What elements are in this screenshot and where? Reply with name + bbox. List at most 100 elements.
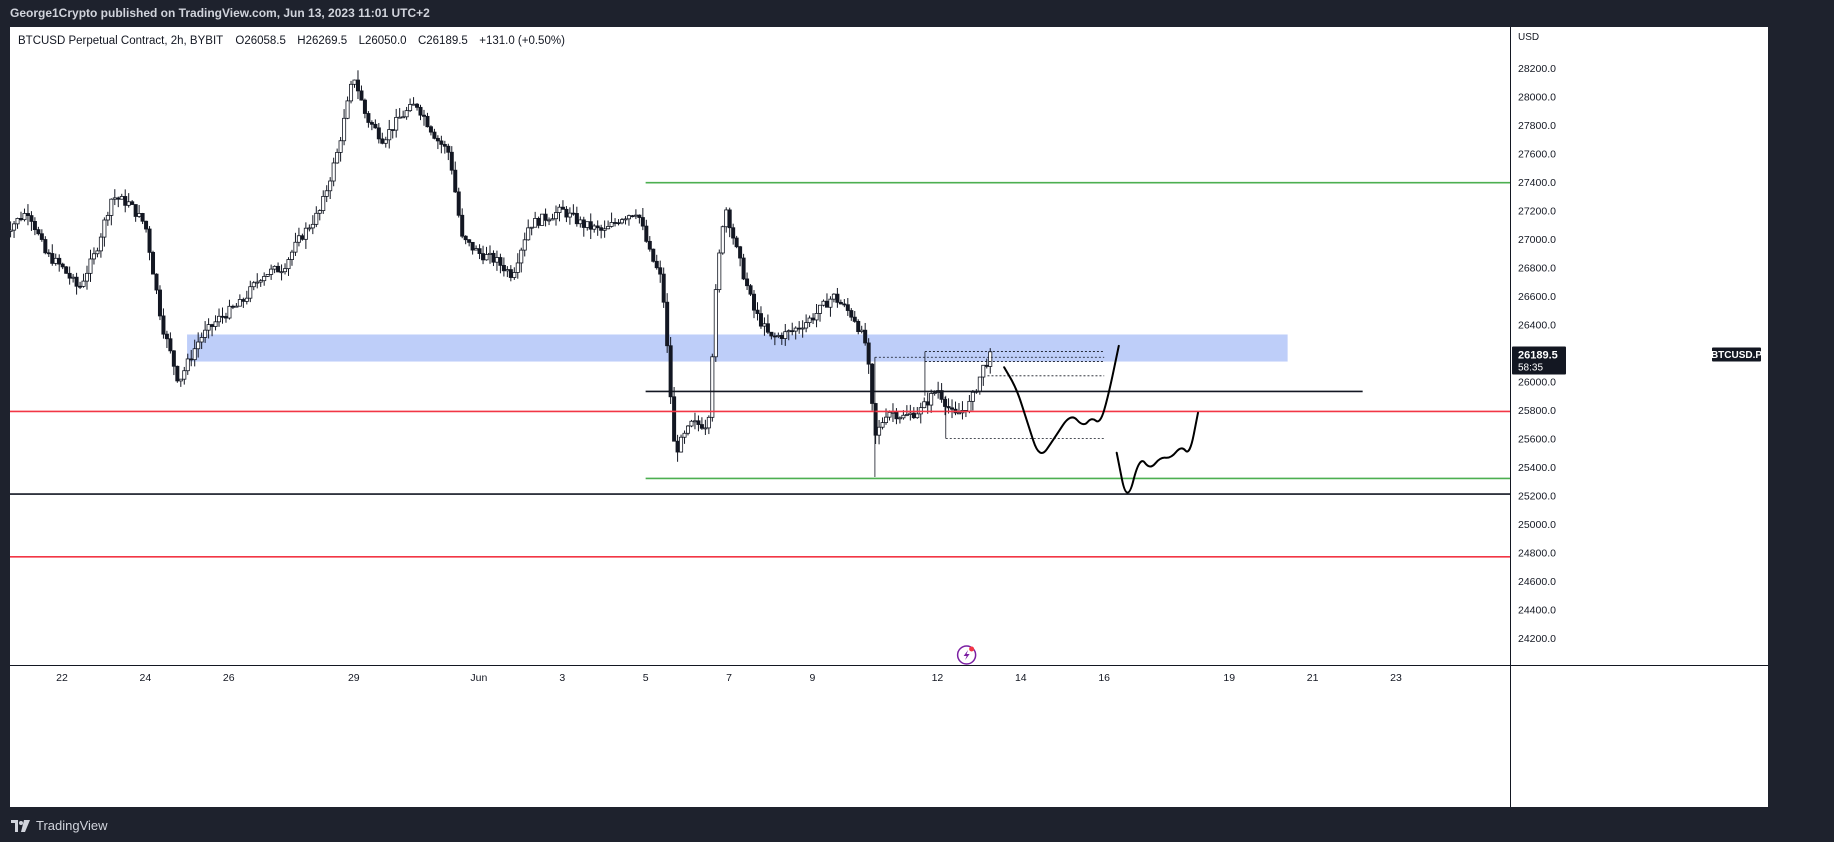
candle[interactable] (116, 196, 121, 208)
candle[interactable] (276, 262, 281, 273)
candle[interactable] (324, 185, 329, 203)
last-price-tag[interactable]: 26189.558:35 (1512, 346, 1566, 375)
candle[interactable] (112, 189, 117, 206)
candle[interactable] (745, 272, 750, 290)
candle[interactable] (133, 204, 138, 222)
candle[interactable] (790, 322, 795, 336)
candle[interactable] (355, 70, 360, 100)
candle[interactable] (592, 223, 597, 233)
candle[interactable] (758, 306, 763, 329)
candle[interactable] (567, 207, 572, 225)
candle[interactable] (123, 189, 128, 213)
candle[interactable] (585, 221, 590, 231)
candle[interactable] (178, 378, 183, 387)
candle[interactable] (467, 239, 472, 247)
candle[interactable] (647, 236, 652, 252)
candle[interactable] (258, 279, 263, 287)
candle[interactable] (877, 420, 882, 445)
candle[interactable] (602, 220, 607, 238)
candle[interactable] (373, 119, 378, 129)
candle[interactable] (953, 401, 958, 416)
candle[interactable] (272, 265, 277, 274)
candle[interactable] (390, 129, 395, 139)
candle[interactable] (43, 236, 48, 255)
candle[interactable] (265, 274, 270, 278)
candle[interactable] (293, 232, 298, 256)
candle[interactable] (130, 200, 135, 205)
candle[interactable] (25, 204, 30, 226)
candle[interactable] (338, 136, 343, 162)
candle[interactable] (553, 205, 558, 226)
candle[interactable] (679, 434, 684, 453)
candle[interactable] (651, 248, 656, 263)
candle[interactable] (793, 326, 798, 340)
candle[interactable] (765, 314, 770, 335)
candle[interactable] (105, 211, 110, 226)
candle[interactable] (613, 218, 618, 227)
candle[interactable] (95, 247, 100, 258)
candle[interactable] (939, 383, 944, 403)
candle[interactable] (897, 416, 902, 424)
candle[interactable] (474, 245, 479, 251)
candle[interactable] (137, 205, 142, 218)
candle[interactable] (769, 331, 774, 340)
candle[interactable] (915, 407, 920, 419)
candle[interactable] (453, 161, 458, 193)
candle[interactable] (383, 136, 388, 148)
footer-brand[interactable]: TradingView (36, 818, 108, 833)
candle[interactable] (692, 412, 697, 430)
candle[interactable] (262, 272, 267, 286)
candle[interactable] (321, 190, 326, 214)
candle[interactable] (227, 299, 232, 320)
candle[interactable] (196, 332, 201, 358)
candle[interactable] (626, 214, 631, 226)
candle[interactable] (199, 332, 204, 350)
candle[interactable] (644, 219, 649, 243)
ticker-tag[interactable]: BTCUSD.P (1711, 347, 1762, 362)
candle[interactable] (171, 350, 176, 376)
candle[interactable] (824, 293, 829, 308)
candle[interactable] (950, 399, 955, 419)
candle[interactable] (731, 223, 736, 245)
candle[interactable] (126, 193, 131, 208)
candle[interactable] (925, 392, 930, 414)
projection-path-2[interactable] (1115, 411, 1199, 494)
chart-area[interactable]: USD 24200.0 24400.0 24600.0 24800.0 25000.0 2… (10, 27, 1768, 807)
candle[interactable] (317, 209, 322, 221)
candle[interactable] (831, 293, 836, 303)
candle[interactable] (248, 280, 253, 303)
candle[interactable] (762, 317, 767, 336)
candle[interactable] (828, 296, 833, 317)
candle[interactable] (439, 135, 444, 154)
candle[interactable] (289, 249, 294, 266)
candle[interactable] (689, 419, 694, 428)
candle[interactable] (543, 208, 548, 227)
candle[interactable] (53, 253, 58, 266)
candle[interactable] (81, 273, 86, 288)
candle[interactable] (943, 396, 948, 416)
candle[interactable] (536, 216, 541, 229)
candle[interactable] (349, 80, 354, 104)
candle[interactable] (866, 338, 871, 374)
candle[interactable] (109, 198, 114, 226)
candle[interactable] (60, 262, 65, 270)
candle[interactable] (533, 211, 538, 228)
candle[interactable] (401, 110, 406, 119)
candle[interactable] (873, 402, 878, 444)
candle[interactable] (331, 157, 336, 187)
candle[interactable] (880, 417, 885, 430)
candle[interactable] (686, 425, 691, 436)
candle[interactable] (442, 140, 447, 154)
candle[interactable] (74, 272, 79, 295)
candle[interactable] (981, 364, 986, 386)
candle[interactable] (484, 246, 489, 261)
candle[interactable] (307, 224, 312, 232)
candle[interactable] (394, 108, 399, 138)
candle[interactable] (380, 132, 385, 145)
candle[interactable] (804, 314, 809, 333)
candle[interactable] (154, 273, 159, 295)
candle[interactable] (890, 403, 895, 423)
candle[interactable] (376, 122, 381, 144)
candle[interactable] (241, 297, 246, 308)
candle[interactable] (10, 221, 13, 238)
